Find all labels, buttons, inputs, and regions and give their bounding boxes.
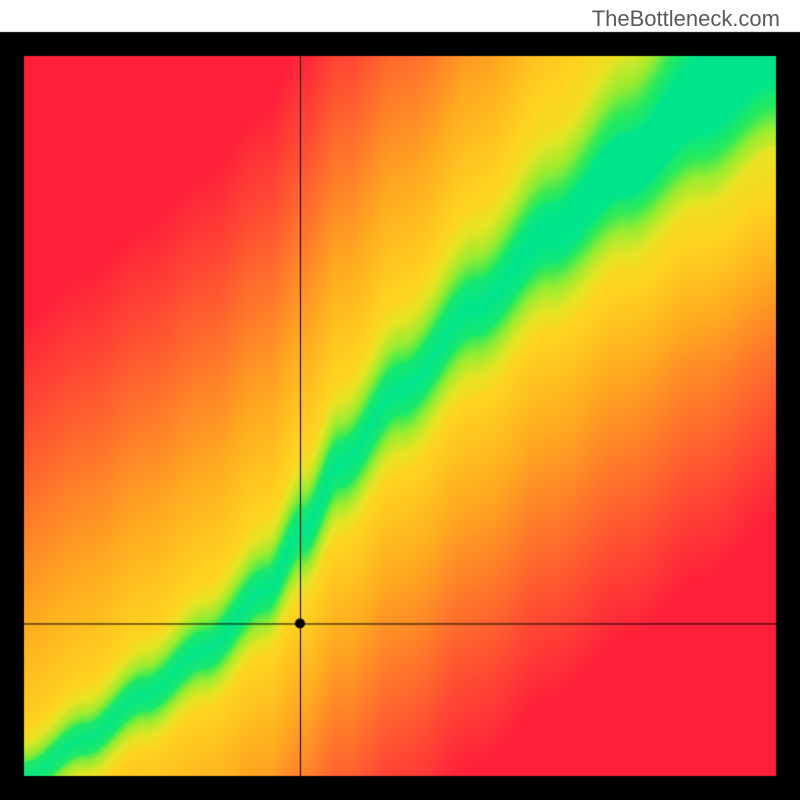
chart-container: TheBottleneck.com	[0, 0, 800, 800]
watermark-text: TheBottleneck.com	[592, 6, 780, 32]
heatmap-canvas	[0, 0, 800, 800]
